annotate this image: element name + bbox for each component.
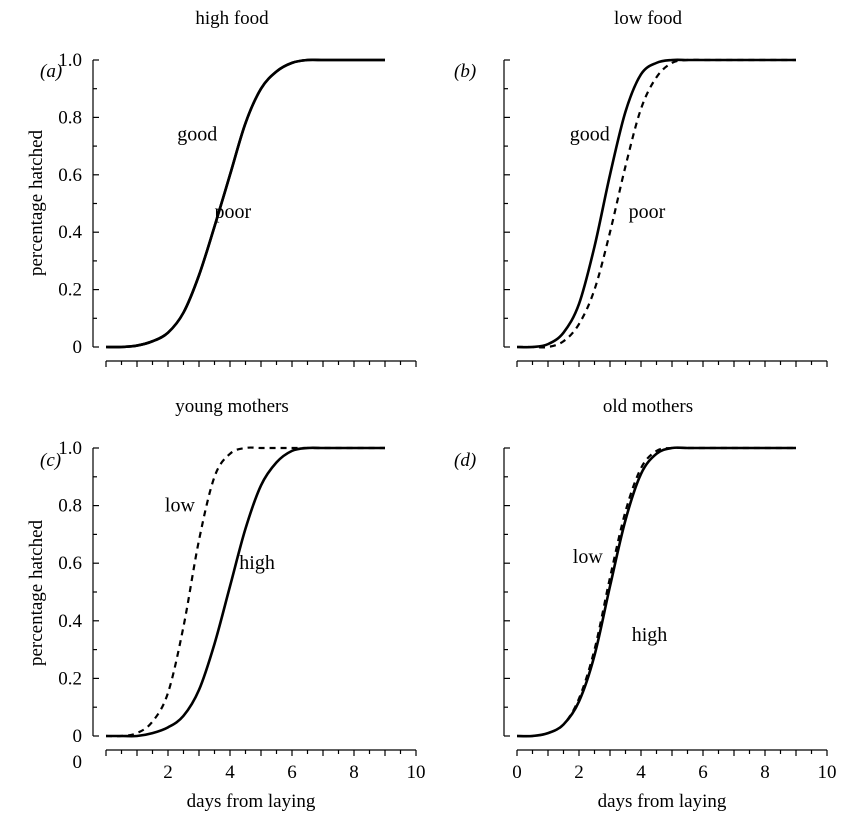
x-axis-label: days from laying [598,791,727,812]
curve-label-good: good [570,123,610,145]
panel-title: high food [195,8,269,29]
y-tick-label: 1.0 [58,438,82,459]
x-tick-label: 2 [574,762,584,783]
series-line-high [516,446,796,738]
panel-title: low food [614,8,683,29]
panel-label: (c) [40,450,61,471]
series-line-low [105,446,385,738]
panel-d: old mothers (d) 0 2 4 6 8 10 days from laying low… [454,396,837,812]
x-tick-label: 2 [163,762,173,783]
x-tick-label: 10 [407,762,426,783]
panel-label: (a) [40,61,62,82]
panel-b: low food (b) good poor [454,8,828,367]
x-tick-label: 6 [698,762,708,783]
y-tick-label: 1.0 [58,50,82,71]
y-tick-label: 0.8 [58,496,82,517]
x-tick-label: 6 [287,762,297,783]
curve-label-poor: poor [215,201,252,223]
x-tick-label: 0 [73,752,83,773]
x-tick-label: 8 [349,762,359,783]
y-tick-label: 0.4 [58,222,82,243]
x-tick-label: 10 [818,762,837,783]
panel-a: high food (a) 0 0.2 0.4 0.6 0.8 1.0 percentage h… [26,8,417,367]
curve-label-low: low [573,546,604,568]
curve-label-high: high [239,552,275,574]
series-line-poor [516,58,796,349]
y-tick-label: 0 [73,337,83,358]
x-tick-label: 4 [225,762,235,783]
panel-label: (d) [454,450,476,471]
y-tick-label: 0.6 [58,553,82,574]
y-tick-label: 0.6 [58,165,82,186]
panel-title: young mothers [175,396,288,417]
y-axis-label: percentage hatched [26,519,47,666]
x-tick-label: 8 [760,762,770,783]
curve-label-high: high [632,624,668,646]
curve-label-good: good [177,123,217,145]
x-tick-label: 4 [636,762,646,783]
y-tick-label: 0.4 [58,611,82,632]
panel-label: (b) [454,61,476,82]
curve-label-low: low [165,494,196,516]
curve-label-poor: poor [629,201,666,223]
y-tick-label: 0 [73,726,83,747]
y-tick-label: 0.8 [58,107,82,128]
y-axis-label: percentage hatched [26,129,47,276]
series-line-high [106,446,385,738]
y-tick-label: 0.2 [58,280,82,301]
panel-c: young mothers (c) 0 0.2 0.4 0.6 0.8 1.0 percenta… [26,396,426,812]
series-line-poor [105,58,385,349]
panel-title: old mothers [603,396,693,417]
x-axis-label: days from laying [187,791,316,812]
series-line-low [516,446,796,738]
y-tick-label: 0.2 [58,668,82,689]
x-tick-label: 0 [512,762,522,783]
